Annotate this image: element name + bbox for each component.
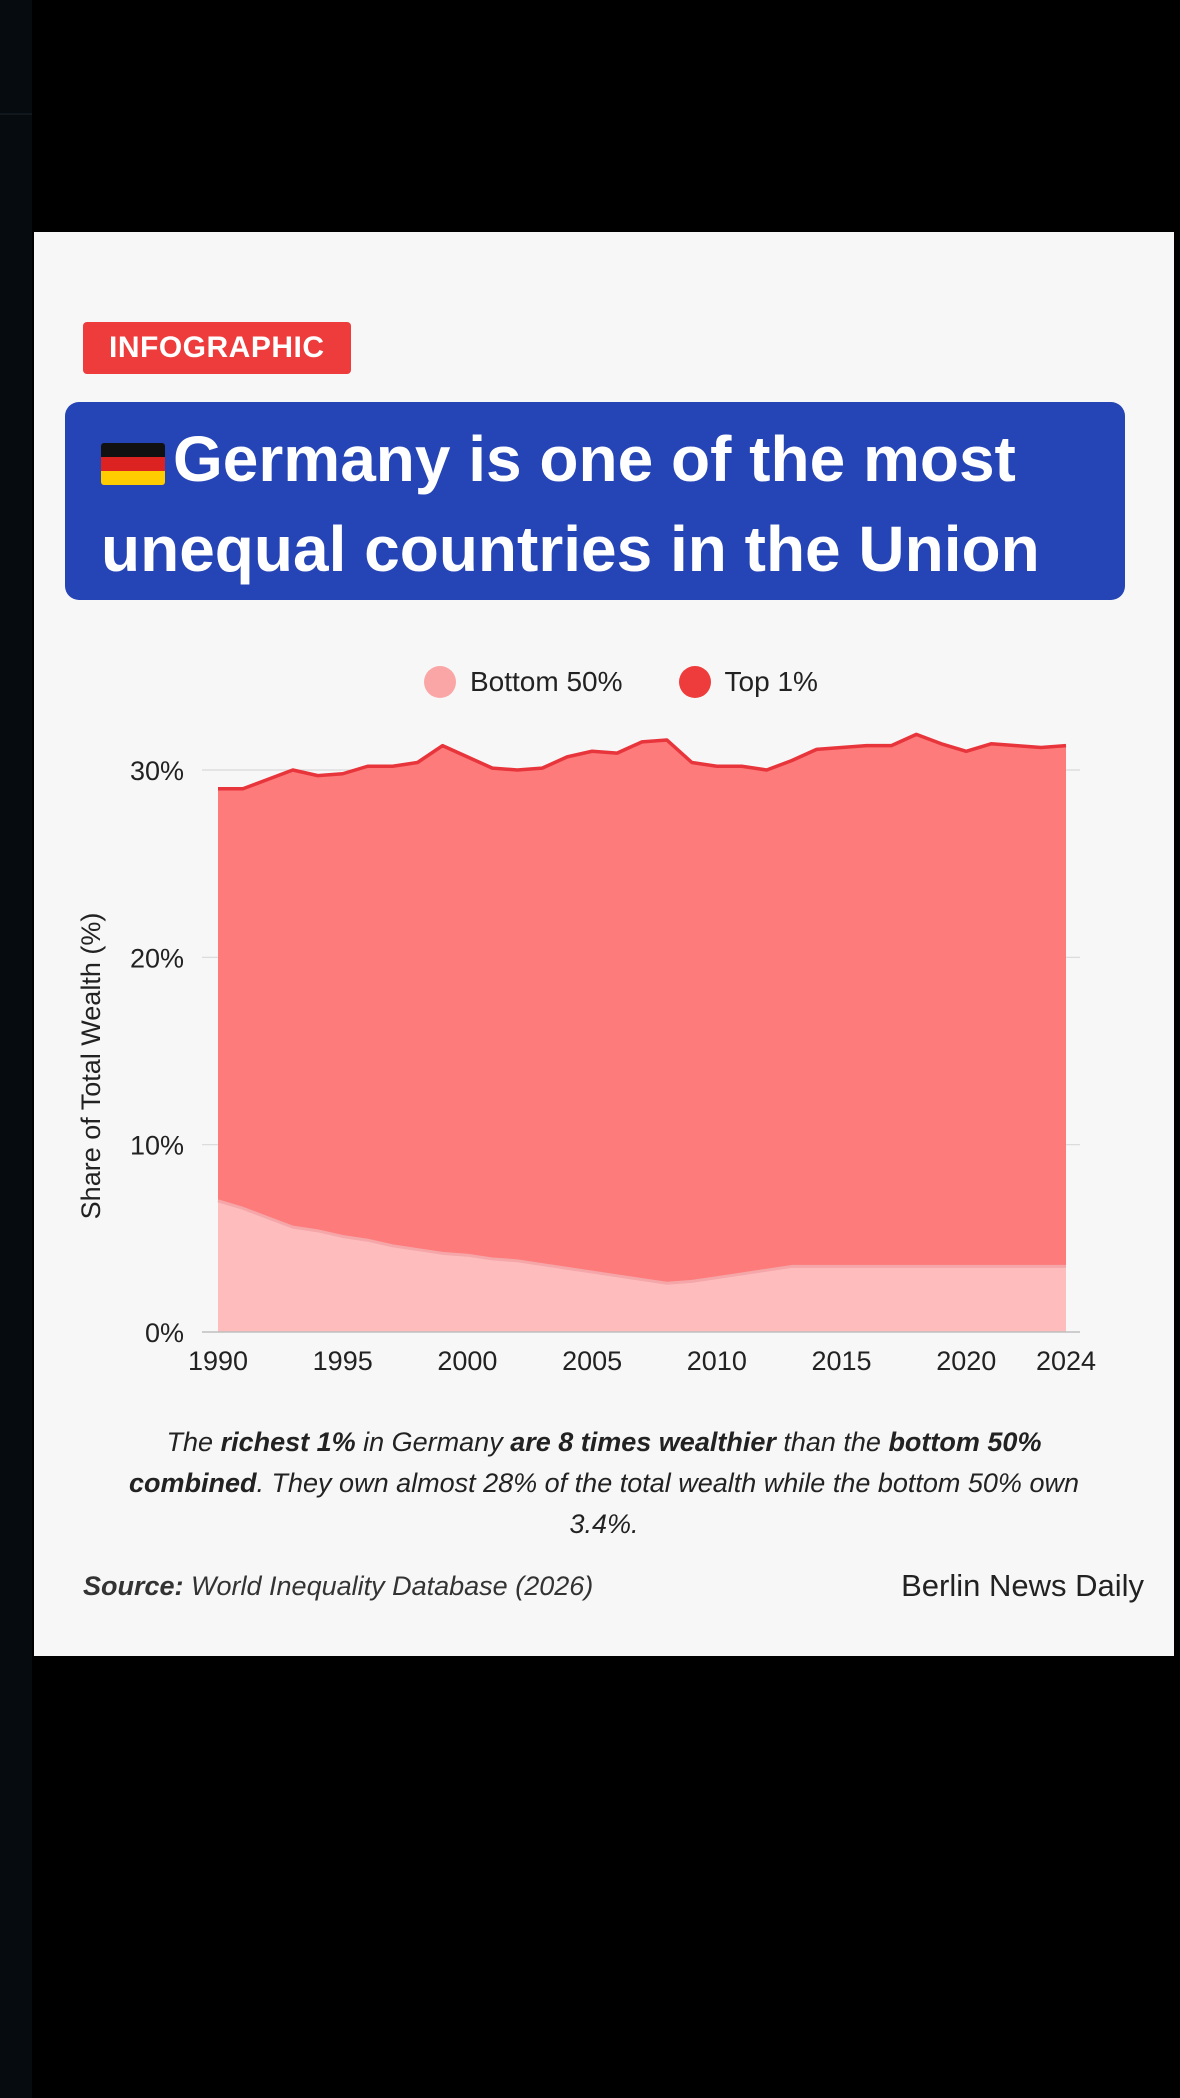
headline-banner: Germany is one of the most unequal count…: [65, 402, 1125, 600]
headline-text-1: Germany is one of the most: [173, 423, 1016, 495]
line-top1: [218, 732, 1067, 791]
source-text: World Inequality Database (2026): [183, 1571, 594, 1601]
x-tick-label: 2020: [936, 1346, 996, 1376]
x-tick-label: 2010: [687, 1346, 747, 1376]
headline-line-1: Germany is one of the most: [101, 414, 1105, 504]
legend-item-top1: Top 1%: [678, 666, 818, 698]
y-tick-label: 20%: [130, 943, 184, 973]
legend-label-top1: Top 1%: [724, 666, 818, 697]
x-tick-label: 1990: [188, 1346, 248, 1376]
legend-label-bottom50: Bottom 50%: [470, 666, 623, 697]
legend-dot-top1: [678, 666, 711, 698]
background-rail: [0, 0, 32, 2098]
legend-dot-bottom50: [424, 666, 456, 698]
area-top1: [218, 734, 1066, 1332]
caption-bold-1: richest 1%: [220, 1427, 356, 1457]
caption-text-1: The: [166, 1427, 221, 1457]
x-tick-label: 1995: [313, 1346, 373, 1376]
headline-text-2: unequal countries in the Union: [101, 513, 1040, 585]
x-tick-label: 2024: [1036, 1346, 1096, 1376]
x-tick-label: 2005: [562, 1346, 622, 1376]
source-label: Source:: [83, 1571, 184, 1601]
area-layer: [217, 732, 1067, 1332]
y-tick-label: 0%: [145, 1318, 184, 1348]
infographic-card: INFOGRAPHIC Germany is one of the most u…: [34, 232, 1174, 1656]
y-axis-label: Share of Total Wealth (%): [76, 913, 106, 1220]
y-tick-label: 10%: [130, 1131, 184, 1161]
axes: 0% 10% 20% 30% 1990 1995 2000 2005 2010 2015 2020 2…: [76, 756, 1096, 1376]
y-tick-label: 30%: [130, 756, 184, 786]
caption-bold-3: bottom 50% combined: [129, 1427, 1042, 1498]
x-tick-label: 2000: [437, 1346, 497, 1376]
chart-legend: Bottom 50% Top 1%: [424, 660, 874, 704]
legend-item-bottom50: Bottom 50%: [424, 666, 623, 698]
caption-text-3: than the: [775, 1427, 889, 1457]
germany-flag-icon: [101, 443, 165, 485]
rail-divider: [0, 113, 32, 115]
line-bottom50: [217, 1199, 1066, 1285]
infographic-tag: INFOGRAPHIC: [83, 322, 351, 374]
caption-text-2: in Germany: [355, 1427, 511, 1457]
caption-text-4: . They own almost 28% of the total wealt…: [256, 1468, 1079, 1539]
x-tick-label: 2015: [811, 1346, 871, 1376]
area-bottom50: [218, 1200, 1066, 1332]
brand-name: Berlin News Daily: [901, 1568, 1144, 1603]
source-line: Source: World Inequality Database (2026): [83, 1571, 593, 1602]
caption-bold-2: are 8 times wealthier: [510, 1427, 776, 1457]
chart-caption: The richest 1% in Germany are 8 times we…: [104, 1422, 1104, 1545]
area-chart: 0% 10% 20% 30% 1990 1995 2000 2005 2010 2015 2020 2…: [76, 732, 1096, 1376]
